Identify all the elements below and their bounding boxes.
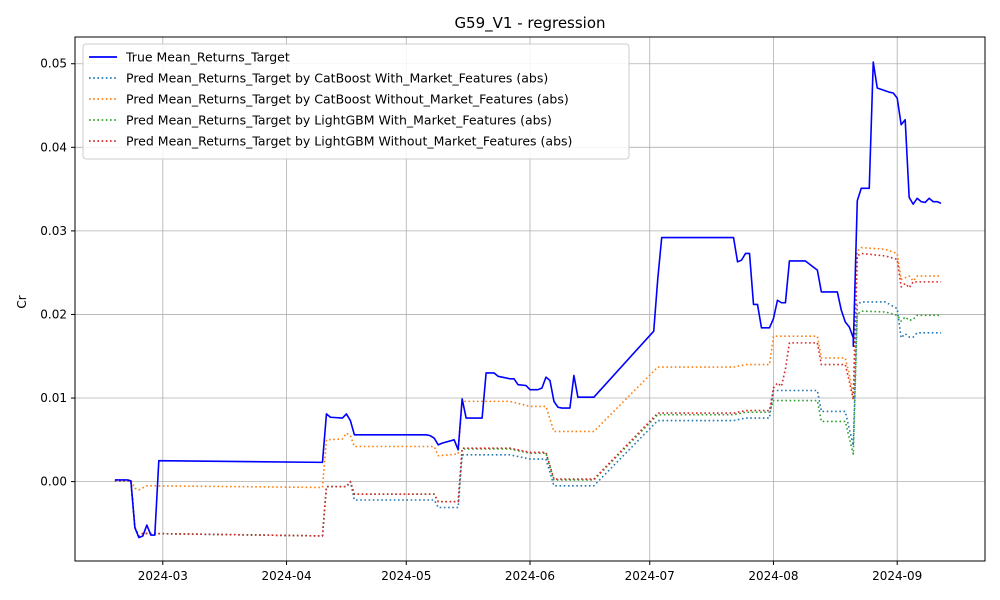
y-tick-label: 0.05 [40,57,67,71]
x-tick-label: 2024-07 [625,569,675,583]
x-axis-ticks: 2024-03 2024-04 2024-05 2024-06 2024-07 2024-… [138,561,922,583]
x-tick-label: 2024-09 [872,569,922,583]
legend-label: Pred Mean_Returns_Target by CatBoost Wit… [126,71,548,86]
legend-label: True Mean_Returns_Target [125,50,290,65]
series-group [114,61,942,539]
y-tick-label: 0.01 [40,391,67,405]
x-tick-label: 2024-03 [138,569,188,583]
y-axis-label: Cr [15,295,29,308]
x-tick-label: 2024-08 [748,569,798,583]
y-axis-ticks: 0.00 0.01 0.02 0.03 0.04 0.05 [40,57,75,489]
legend-label: Pred Mean_Returns_Target by LightGBM Wit… [126,134,572,149]
x-tick-label: 2024-05 [381,569,431,583]
x-tick-label: 2024-04 [261,569,311,583]
legend: True Mean_Returns_Target Pred Mean_Return… [82,43,630,160]
series-line-0 [114,61,942,539]
y-tick-label: 0.02 [40,307,67,321]
x-tick-label: 2024-06 [505,569,555,583]
chart-title: G59_V1 - regression [454,14,605,33]
legend-box [82,43,630,160]
legend-label: Pred Mean_Returns_Target by CatBoost Wit… [126,92,569,107]
series-line-2 [114,246,942,491]
y-tick-label: 0.03 [40,224,67,238]
y-tick-label: 0.00 [40,475,67,489]
legend-label: Pred Mean_Returns_Target by LightGBM Wit… [126,113,552,128]
y-tick-label: 0.04 [40,140,67,154]
